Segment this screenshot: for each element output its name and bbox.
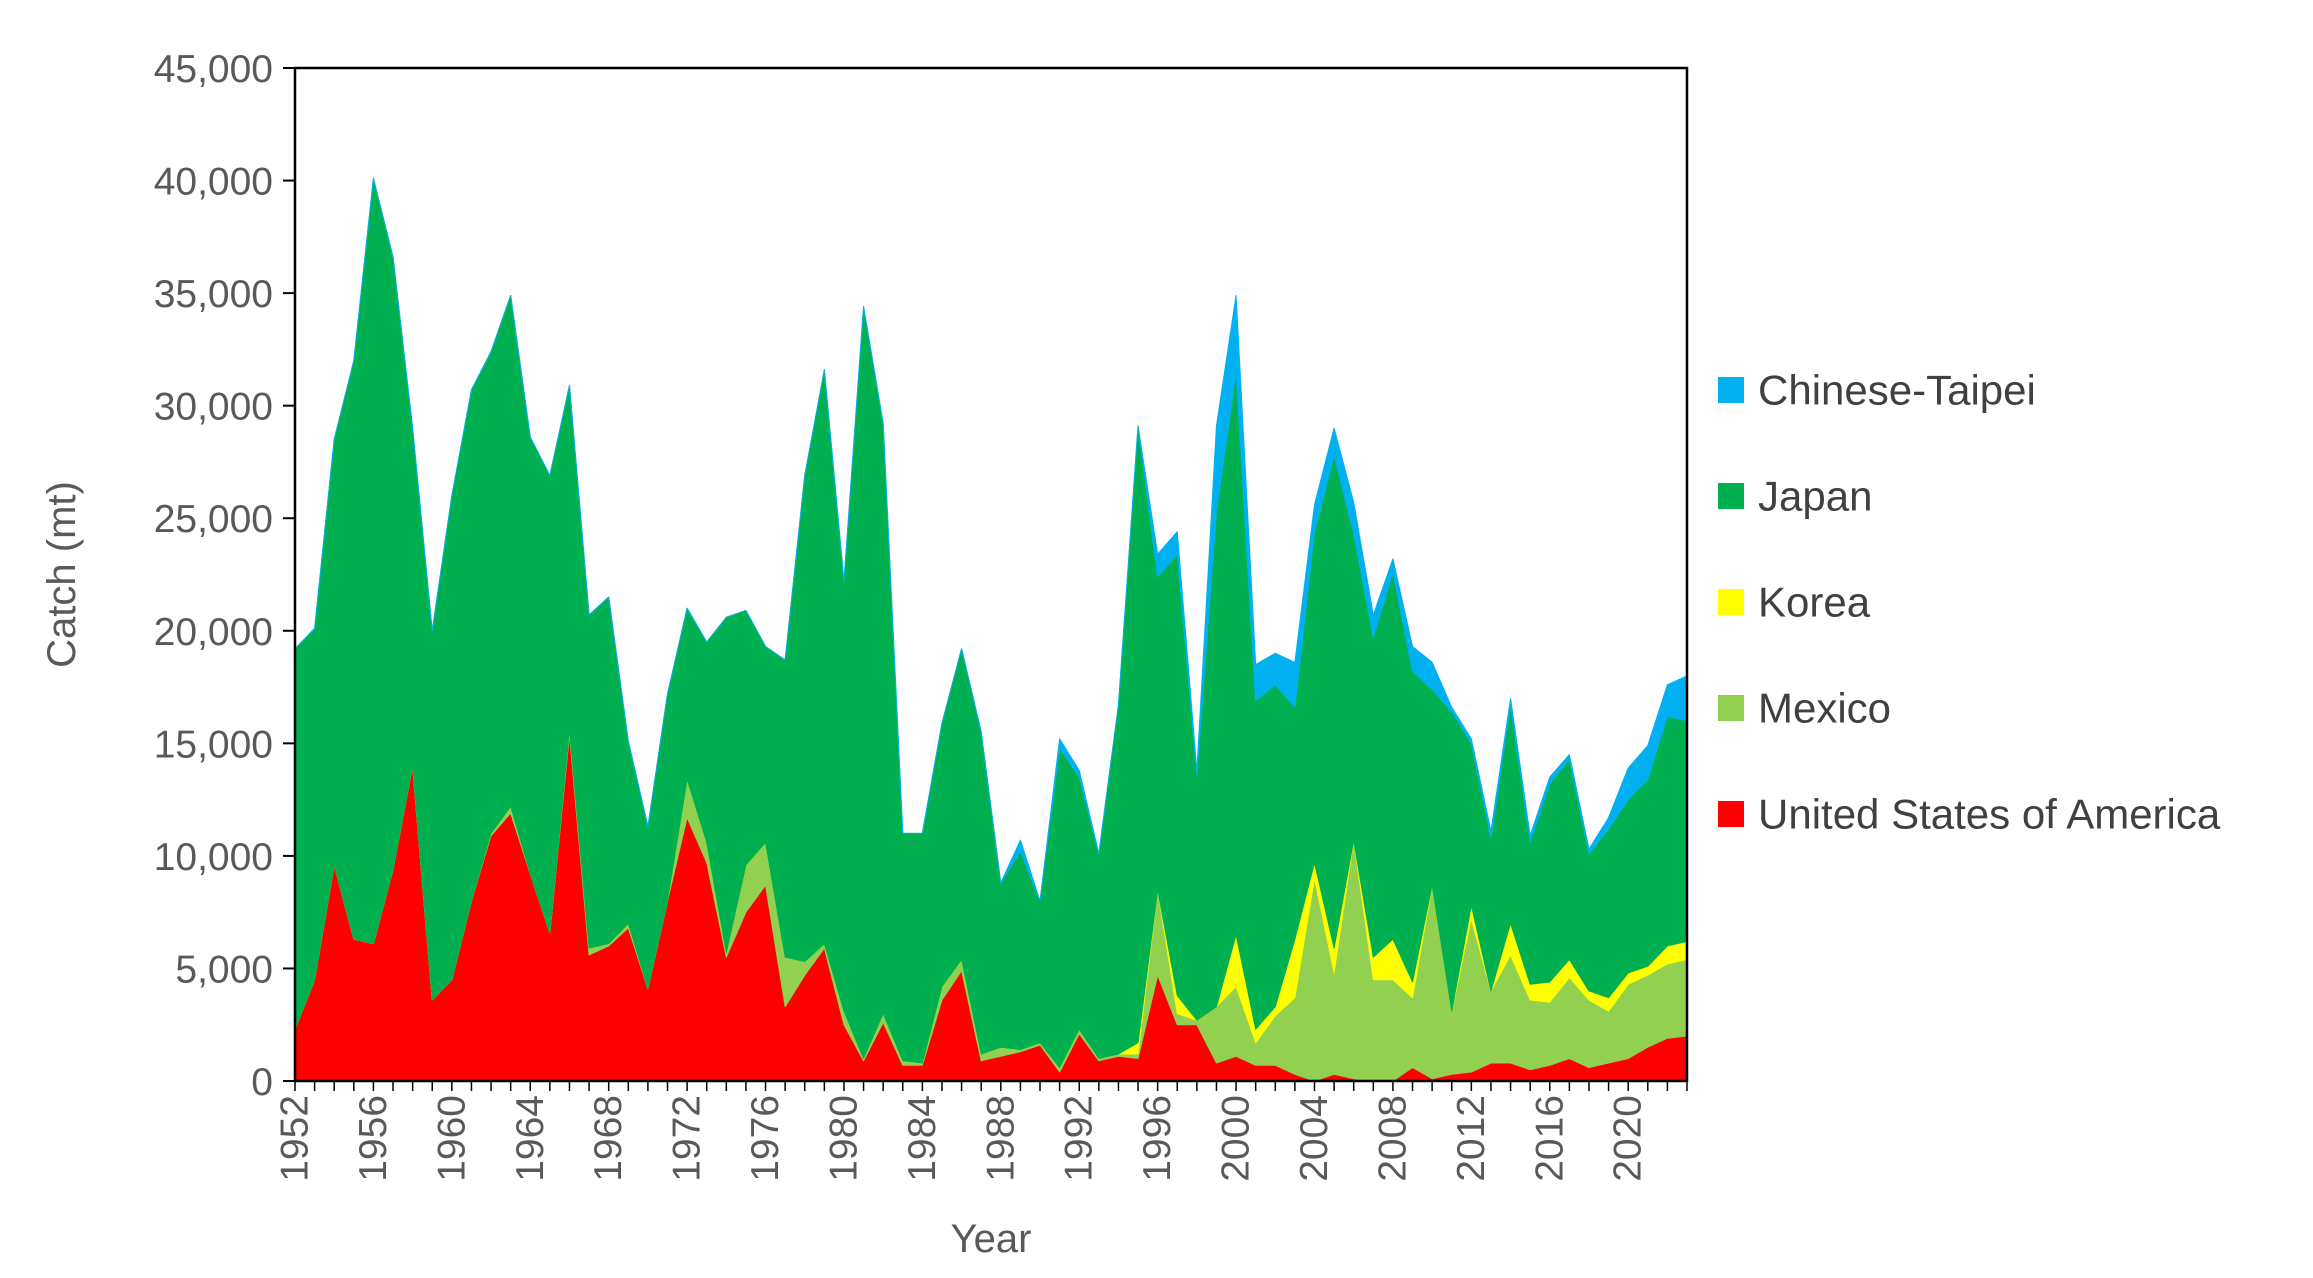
- x-tick-label: 1952: [274, 1095, 317, 1182]
- y-axis-title: Catch (mt): [40, 481, 84, 668]
- x-tick-label: 1956: [352, 1095, 395, 1182]
- legend-swatch-mexico: [1718, 695, 1744, 721]
- y-tick-label: 40,000: [154, 161, 273, 204]
- y-tick-label: 15,000: [154, 723, 273, 766]
- x-tick-label: 1972: [666, 1095, 709, 1182]
- x-tick-label: 1976: [744, 1095, 787, 1182]
- x-tick-label: 1988: [979, 1095, 1022, 1182]
- x-tick-label: 2012: [1450, 1095, 1493, 1182]
- y-tick-label: 30,000: [154, 386, 273, 429]
- x-axis-ticks: 1952 1956 1960 1964 1968 1972 1976 1980 1984 1988…: [274, 1081, 1688, 1182]
- x-tick-label: 1968: [587, 1095, 630, 1182]
- x-tick-label: 1960: [430, 1095, 473, 1182]
- y-tick-label: 0: [251, 1061, 273, 1104]
- legend-label-united-states-of-america: United States of America: [1758, 791, 2221, 838]
- x-axis-title: Year: [951, 1217, 1032, 1261]
- legend: Chinese-Taipei Japan Korea Mexico United Sta…: [1718, 367, 2221, 838]
- x-tick-label: 1984: [901, 1095, 944, 1182]
- legend-swatch-chinese-taipei: [1718, 377, 1744, 403]
- legend-swatch-korea: [1718, 589, 1744, 615]
- y-tick-label: 45,000: [154, 48, 273, 91]
- x-tick-label: 1964: [509, 1095, 552, 1182]
- legend-label-korea: Korea: [1758, 579, 1871, 626]
- plot-frame: [293, 66, 1689, 1083]
- legend-label-mexico: Mexico: [1758, 685, 1891, 732]
- x-tick-label: 2004: [1293, 1095, 1336, 1182]
- x-tick-label: 2008: [1371, 1095, 1414, 1182]
- y-tick-label: 10,000: [154, 836, 273, 879]
- y-axis-ticks: 0 5,000 10,000 15,000 20,000 25,000 30,000 35,0…: [154, 48, 295, 1104]
- legend-swatch-united-states-of-america: [1718, 801, 1744, 827]
- x-tick-label: 1980: [822, 1095, 865, 1182]
- x-tick-label: 1996: [1136, 1095, 1179, 1182]
- y-tick-label: 20,000: [154, 611, 273, 654]
- y-tick-label: 35,000: [154, 273, 273, 316]
- areas-layer: [294, 177, 1688, 1082]
- x-tick-label: 2020: [1607, 1095, 1650, 1182]
- legend-swatch-japan: [1718, 483, 1744, 509]
- legend-label-chinese-taipei: Chinese-Taipei: [1758, 367, 2036, 414]
- x-tick-label: 2016: [1528, 1095, 1571, 1182]
- y-tick-label: 5,000: [175, 948, 273, 991]
- x-tick-label: 1992: [1058, 1095, 1101, 1182]
- y-tick-label: 25,000: [154, 498, 273, 541]
- legend-label-japan: Japan: [1758, 473, 1872, 520]
- x-tick-label: 2000: [1215, 1095, 1258, 1182]
